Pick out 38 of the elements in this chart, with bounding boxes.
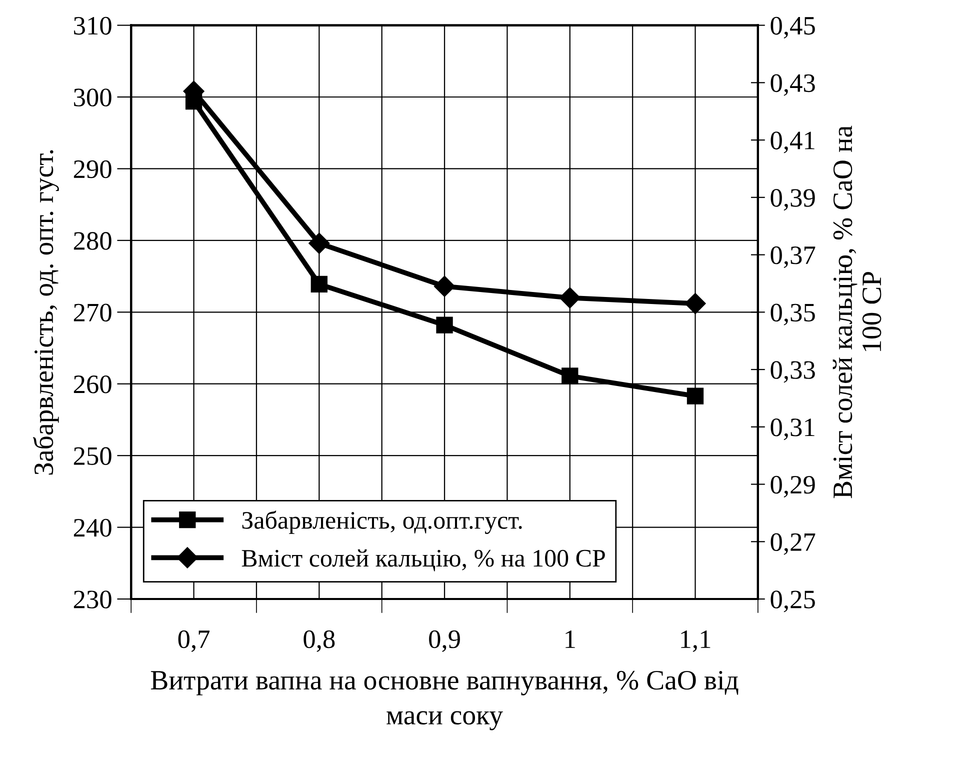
y-axis-title: Забарвленість, од. опт. густ. <box>33 150 59 475</box>
point <box>684 293 706 314</box>
y2-tick-label: 0,39 <box>770 189 815 211</box>
legend-label: Забарвленість, од.опт.густ. <box>242 510 522 534</box>
y-tick-label: 280 <box>74 232 112 250</box>
point <box>434 276 456 297</box>
y-tick-label: 260 <box>74 375 112 394</box>
point <box>559 287 580 308</box>
y-tick-label: 300 <box>74 88 112 106</box>
x-axis-title: Витрати вапна на основне вапнування, % CaO від маси соку <box>150 670 738 730</box>
y2-tick-label: 0,35 <box>770 304 815 326</box>
point <box>310 276 328 293</box>
y-tick-label: 230 <box>74 590 112 608</box>
y2-tick-label: 0,25 <box>770 590 815 612</box>
x-tick-label: 1,1 <box>681 630 710 652</box>
point <box>308 232 330 254</box>
x-tick-label: 0,8 <box>304 630 335 652</box>
y2-tick-label: 0,27 <box>770 533 816 555</box>
legend-label: Вміст солей кальцію, % на 100 СР <box>242 549 605 572</box>
y2-tick-label: 0,43 <box>770 74 815 96</box>
y2-tick-label: 0,33 <box>770 361 815 383</box>
y2-tick-label: 0,37 <box>770 246 816 268</box>
y-tick-label: 310 <box>74 16 112 35</box>
y-tick-label: 250 <box>74 447 112 465</box>
x-tick-label: 0,7 <box>178 630 210 652</box>
y2-tick-label: 0,31 <box>770 418 814 440</box>
y2-tick-label: 0,45 <box>770 16 815 38</box>
y-tick-label: 270 <box>74 304 112 322</box>
point <box>562 368 578 384</box>
x-tick-label: 0,9 <box>429 630 460 652</box>
x-tick-label: 1 <box>566 630 575 648</box>
y2-axis-title: Вміст солей кальцію, % CaO на 100 СР <box>832 126 882 498</box>
point <box>686 388 704 404</box>
y-tick-label: 290 <box>74 160 112 178</box>
y2-tick-label: 0,29 <box>770 476 815 498</box>
y2-tick-label: 0,41 <box>770 132 814 154</box>
point <box>436 316 453 334</box>
y-tick-label: 240 <box>74 518 112 537</box>
